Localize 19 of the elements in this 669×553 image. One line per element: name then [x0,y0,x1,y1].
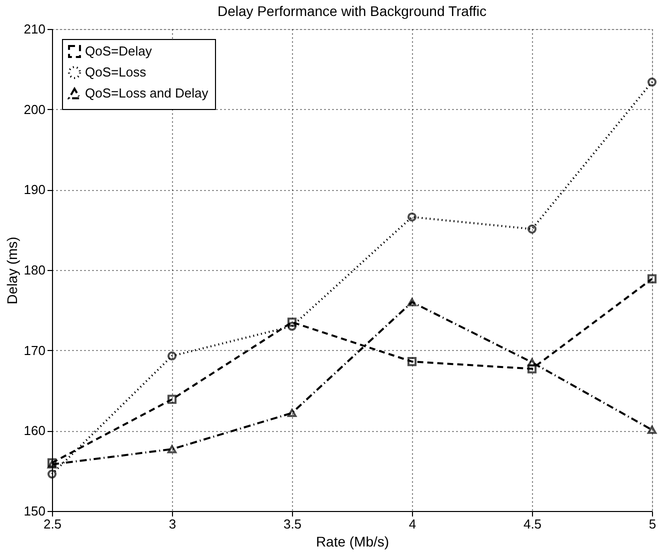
y-tick-label: 180 [24,262,46,278]
x-tick-label: 3 [168,516,176,532]
x-tick-label: 3.5 [283,516,302,532]
x-tick-label: 5 [648,516,656,532]
x-tick-label: 2.5 [43,516,62,532]
x-tick-label: 4.5 [523,516,542,532]
y-tick-label: 200 [24,102,46,117]
y-tick-label: 190 [24,182,46,198]
legend-label: QoS=Loss [85,64,147,80]
legend-label: QoS=Loss and Delay [85,86,209,100]
x-axis-title: Rate (Mb/s) [316,534,390,550]
y-axis-title: Delay (ms) [4,236,20,304]
y-tick-label: 170 [24,342,46,358]
chart-title: Delay Performance with Background Traffic [218,3,486,19]
legend-label: QoS=Delay [85,44,152,58]
y-tick-label: 210 [24,22,46,36]
y-tick-label: 160 [24,423,46,438]
y-tick-label: 150 [24,504,46,518]
x-tick-label: 4 [408,516,416,532]
